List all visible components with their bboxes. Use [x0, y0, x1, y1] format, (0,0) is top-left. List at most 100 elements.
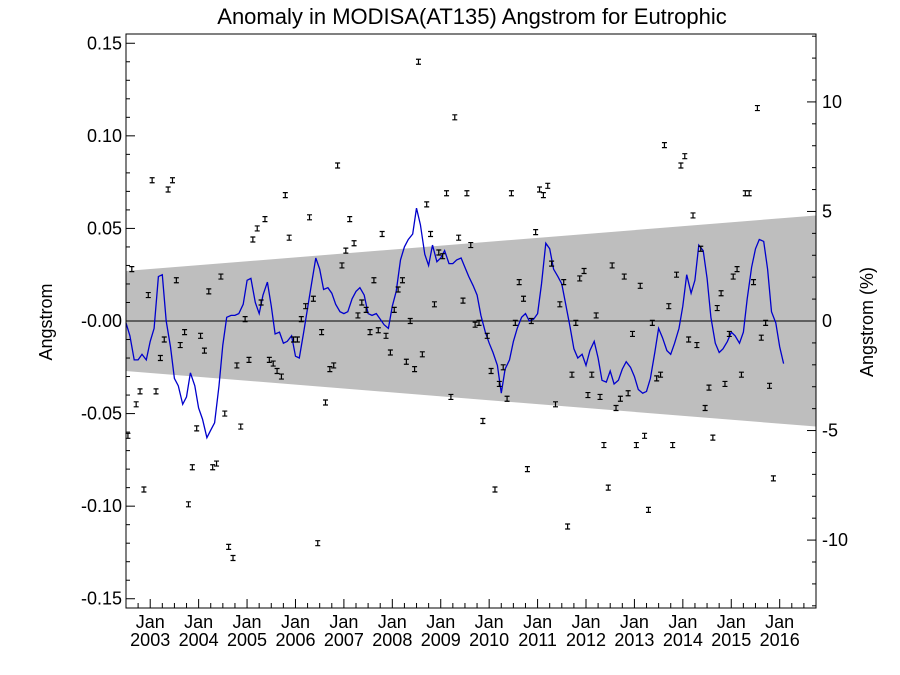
data-point	[528, 317, 534, 325]
data-point	[169, 177, 175, 184]
data-point	[633, 441, 639, 449]
data-point	[456, 234, 462, 241]
data-point	[549, 260, 555, 267]
y-axis-label: Angstrom	[36, 283, 56, 360]
data-point	[274, 367, 280, 375]
x-tick-year-label: 2005	[227, 630, 267, 650]
data-point	[617, 395, 623, 402]
smoothed-series-layer	[125, 207, 785, 440]
data-point	[754, 104, 760, 112]
y-tick-label: -0.10	[81, 496, 122, 516]
data-point	[440, 253, 446, 260]
data-point	[734, 266, 740, 273]
data-point	[649, 319, 655, 326]
x-tick-month-label: Jan	[329, 612, 358, 632]
data-point	[210, 464, 216, 471]
data-point	[609, 262, 615, 269]
x-tick-month-label: Jan	[378, 612, 407, 632]
data-point	[250, 236, 256, 243]
data-point	[710, 434, 716, 441]
y-tick-label: -0.15	[81, 589, 122, 609]
x-tick-year-label: 2010	[469, 630, 509, 650]
data-point	[533, 229, 539, 236]
data-point	[577, 275, 583, 282]
data-point	[379, 230, 385, 238]
data-point	[343, 247, 349, 254]
data-point	[141, 486, 147, 493]
data-point	[512, 319, 518, 326]
x-tick-year-label: 2014	[663, 630, 703, 650]
data-point	[201, 347, 207, 354]
x-tick-month-label: Jan	[136, 612, 165, 632]
data-point	[537, 186, 543, 193]
data-point	[674, 271, 680, 278]
data-point	[206, 288, 212, 295]
axes-layer: 0.15 0.10 0.05 -0.00 -0.05 -0.10 -0.15 10 5 0 -5 -1…	[81, 33, 848, 650]
y-tick-label: -0.00	[81, 311, 122, 331]
data-point	[137, 388, 143, 395]
data-point	[661, 141, 667, 149]
data-point	[165, 186, 171, 193]
data-point	[222, 410, 228, 417]
data-point	[286, 234, 292, 241]
data-point	[412, 366, 418, 373]
data-point	[157, 354, 163, 362]
data-point	[496, 380, 502, 388]
x-tick-year-label: 2009	[421, 630, 461, 650]
data-point	[476, 319, 482, 326]
data-point	[282, 191, 288, 199]
x-tick-year-label: 2004	[179, 630, 219, 650]
data-point	[565, 523, 571, 530]
x-tick-year-label: 2012	[566, 630, 606, 650]
data-point	[347, 216, 353, 223]
data-point	[194, 425, 200, 432]
data-point	[488, 367, 494, 375]
x-tick-month-label: Jan	[233, 612, 262, 632]
x-tick-month-label: Jan	[184, 612, 213, 632]
data-point	[319, 329, 325, 336]
data-point	[294, 336, 300, 343]
data-point	[460, 297, 466, 304]
data-point	[637, 282, 643, 289]
data-point	[182, 329, 188, 336]
data-point	[234, 362, 240, 369]
data-point	[569, 371, 575, 378]
data-point	[173, 277, 179, 284]
data-point	[431, 301, 437, 308]
y-tick-label: 0.15	[87, 33, 122, 53]
data-point	[468, 241, 474, 249]
data-point	[545, 182, 551, 189]
y2-tick-label: 5	[822, 201, 832, 221]
data-point	[605, 484, 611, 491]
data-point	[238, 423, 244, 430]
data-point	[230, 554, 236, 562]
x-tick-month-label: Jan	[571, 612, 600, 632]
data-point	[335, 162, 341, 169]
data-point	[254, 225, 260, 232]
data-point	[702, 404, 708, 412]
data-point	[161, 336, 167, 343]
data-point	[145, 291, 151, 299]
x-tick-year-label: 2003	[130, 630, 170, 650]
data-point	[621, 273, 627, 280]
data-point	[262, 216, 268, 223]
x-tick-month-label: Jan	[475, 612, 504, 632]
data-point	[500, 364, 506, 371]
data-point	[424, 201, 430, 208]
data-point	[133, 401, 139, 408]
data-point	[593, 312, 599, 319]
data-point	[625, 390, 631, 397]
data-point	[597, 393, 603, 401]
data-point	[153, 388, 159, 395]
data-point	[508, 190, 514, 197]
data-point	[310, 295, 316, 302]
data-point	[278, 373, 284, 380]
data-point	[355, 312, 361, 319]
data-point	[770, 475, 776, 482]
data-point	[359, 299, 365, 306]
data-point	[464, 190, 470, 197]
data-point	[726, 330, 732, 338]
data-point	[714, 304, 720, 312]
data-point	[452, 114, 458, 121]
x-tick-month-label: Jan	[281, 612, 310, 632]
